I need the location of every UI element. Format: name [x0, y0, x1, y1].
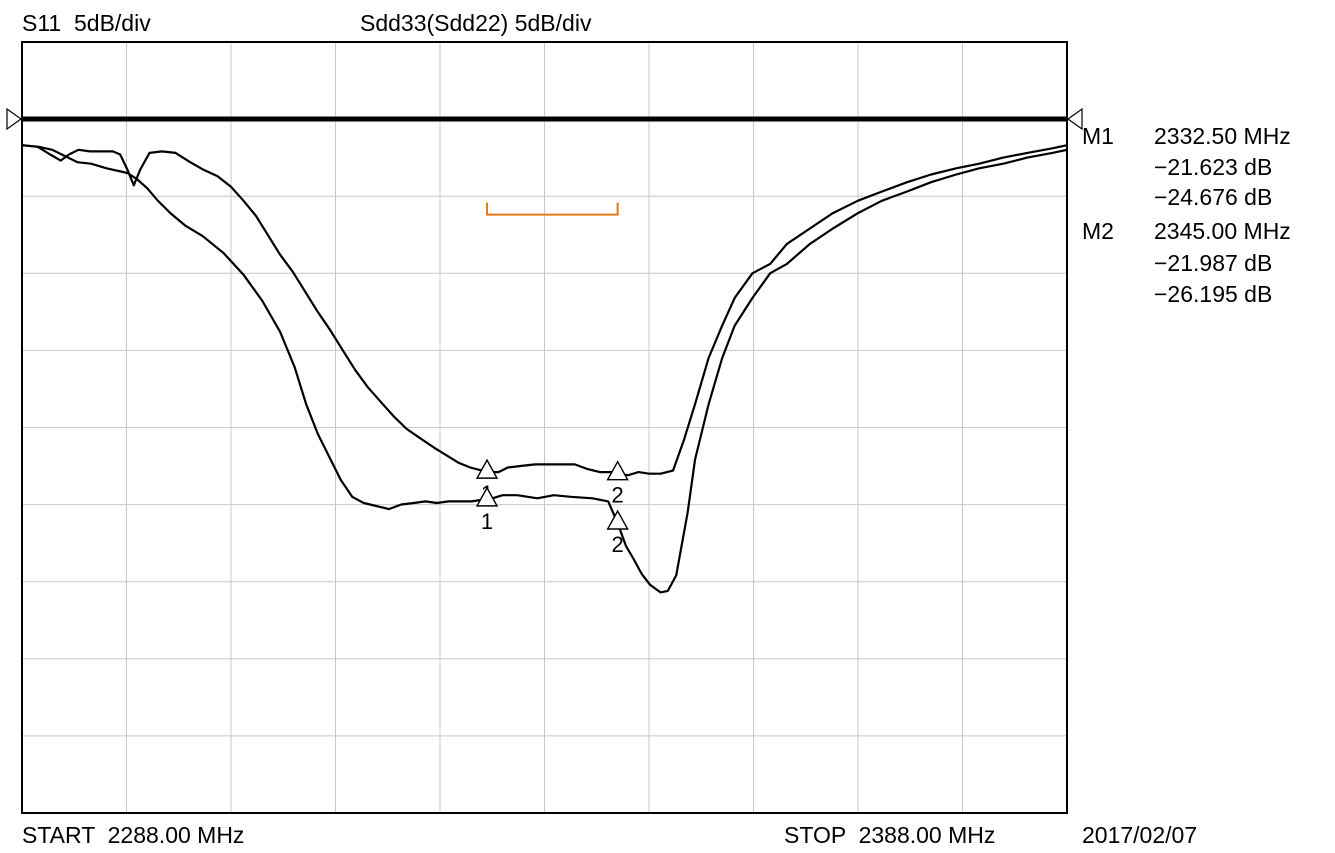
trace-sdd33-sdd22-: [21, 144, 1068, 477]
marker2-value1: −21.987 dB: [1154, 250, 1273, 276]
marker2-value2: −26.195 dB: [1154, 281, 1273, 307]
marker-triangle-icon: [475, 486, 499, 507]
reference-right-arrow-icon: [1066, 107, 1083, 131]
reference-left-arrow-icon: [6, 107, 23, 131]
trace2-scale-label: Sdd33(Sdd22) 5dB/div: [360, 10, 592, 36]
marker-triangle-icon: [475, 458, 499, 479]
marker-number-label: 2: [612, 483, 624, 508]
marker1-value1: −21.623 dB: [1154, 154, 1273, 180]
grid-lines: [22, 42, 1067, 813]
marker1-id: M1: [1082, 123, 1114, 149]
limit-line: [486, 202, 619, 216]
marker-triangle-icon: [606, 509, 629, 530]
limit-bracket: [486, 202, 619, 216]
trace1-scale-label: S11 5dB/div: [22, 10, 151, 36]
plot-frame: [21, 41, 1068, 814]
stop-frequency: STOP 2388.00 MHz: [784, 822, 996, 848]
marker-number-label: 1: [481, 509, 493, 534]
marker1-freq: 2332.50 MHz: [1154, 123, 1291, 149]
start-frequency: START 2288.00 MHz: [22, 822, 245, 848]
marker-points: 1122: [475, 458, 629, 557]
marker-number-label: 2: [612, 532, 624, 557]
marker2-id: M2: [1082, 218, 1114, 244]
marker1-value2: −24.676 dB: [1154, 184, 1273, 210]
capture-date: 2017/02/07: [1082, 822, 1198, 848]
marker2-freq: 2345.00 MHz: [1154, 218, 1291, 244]
marker-triangle-icon: [606, 460, 629, 481]
